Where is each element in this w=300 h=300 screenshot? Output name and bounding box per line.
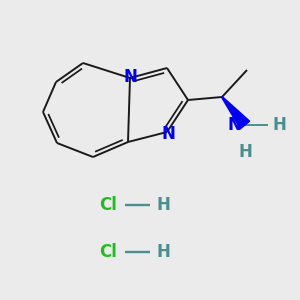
Text: N: N <box>123 68 137 86</box>
Text: N: N <box>227 116 241 134</box>
Text: Cl: Cl <box>99 243 117 261</box>
Text: H: H <box>238 143 252 161</box>
Text: H: H <box>273 116 287 134</box>
Text: N: N <box>161 125 175 143</box>
Text: Cl: Cl <box>99 196 117 214</box>
Polygon shape <box>222 97 250 129</box>
Text: H: H <box>157 196 171 214</box>
Text: H: H <box>157 243 171 261</box>
